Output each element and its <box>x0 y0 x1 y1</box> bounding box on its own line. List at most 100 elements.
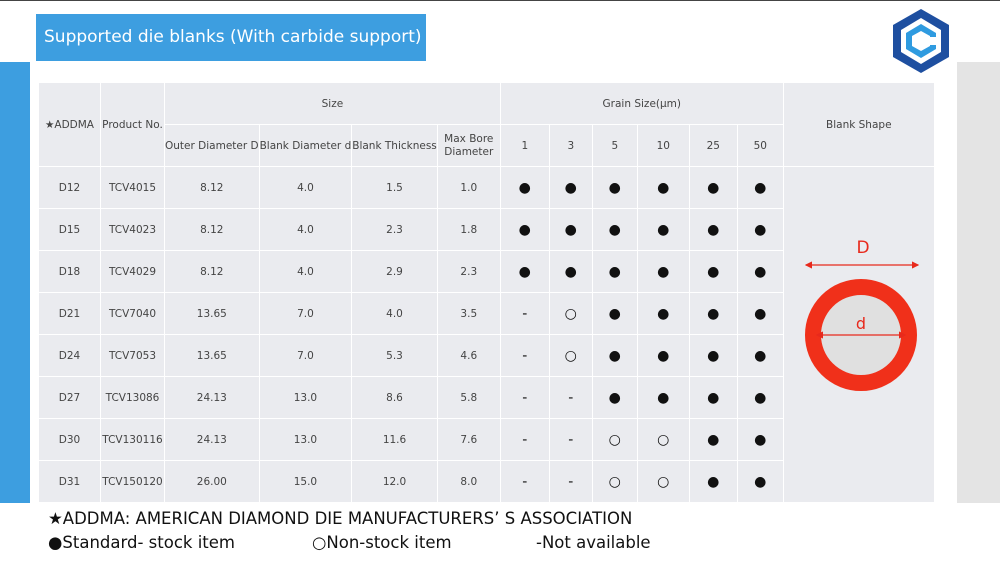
data-cell: 2.3 <box>436 250 501 293</box>
grain-symbol: ● <box>499 166 550 209</box>
table-row: D24 TCV7053 13.65 7.0 5.3 4.6- ○ ● ● ● ● <box>38 334 935 377</box>
legend-item: ●Standard- stock item <box>48 533 235 552</box>
grain-symbol: ● <box>591 166 638 209</box>
data-cell: 13.65 <box>164 334 260 377</box>
table-row: D31 TCV150120 26.00 15.0 12.0 8.0- - ○ ○ ● ● <box>38 460 935 503</box>
logo <box>893 9 949 73</box>
grain-symbol: ● <box>499 208 550 251</box>
grain-symbol: ● <box>548 250 593 293</box>
data-cell: 8.12 <box>164 250 260 293</box>
data-cell: 4.6 <box>436 334 501 377</box>
header-cell: Size <box>164 82 501 125</box>
grain-symbol: - <box>548 376 593 419</box>
grain-symbol: ● <box>636 208 690 251</box>
header-cell: Blank Shape <box>782 82 935 167</box>
data-cell: 8.12 <box>164 166 260 209</box>
data-cell: 13.65 <box>164 292 260 335</box>
left-bar <box>0 62 30 503</box>
grain-symbol: ○ <box>591 418 638 461</box>
data-cell: TCV13086 <box>100 376 165 419</box>
grain-symbol: ● <box>736 334 784 377</box>
legend-item: -Not available <box>536 533 651 552</box>
data-cell: 15.0 <box>258 460 353 503</box>
grain-symbol: - <box>548 460 593 503</box>
grain-symbol: ● <box>688 292 738 335</box>
data-cell: 24.13 <box>164 418 260 461</box>
grain-symbol: ● <box>591 208 638 251</box>
data-cell: 12.0 <box>351 460 438 503</box>
data-cell: TCV150120 <box>100 460 165 503</box>
grain-symbol: ● <box>736 208 784 251</box>
data-cell: 24.13 <box>164 376 260 419</box>
sub-header-cell: Blank Diameter d <box>258 124 353 167</box>
data-cell: 5.8 <box>436 376 501 419</box>
data-cell: 4.0 <box>258 166 353 209</box>
grain-symbol: ● <box>548 166 593 209</box>
grain-symbol: ● <box>636 334 690 377</box>
legend-item: ○Non-stock item <box>312 533 452 552</box>
data-cell: 4.0 <box>351 292 438 335</box>
data-cell: 7.0 <box>258 334 353 377</box>
grain-symbol: - <box>499 418 550 461</box>
sub-header-cell: 10 <box>636 124 690 167</box>
data-cell: D18 <box>38 250 101 293</box>
data-cell: D24 <box>38 334 101 377</box>
sub-header-cell: 5 <box>591 124 638 167</box>
table-row: D18 TCV4029 8.12 4.0 2.9 2.3 ● ● ● ● ● ● <box>38 250 935 293</box>
data-cell: TCV130116 <box>100 418 165 461</box>
header-cell: Grain Size(μm) <box>499 82 784 125</box>
grain-symbol: ● <box>636 376 690 419</box>
data-cell: D31 <box>38 460 101 503</box>
grain-symbol: ● <box>636 292 690 335</box>
grain-symbol: ● <box>636 166 690 209</box>
data-cell: TCV4023 <box>100 208 165 251</box>
grain-symbol: ● <box>688 250 738 293</box>
grain-symbol: ● <box>591 250 638 293</box>
data-cell: TCV7040 <box>100 292 165 335</box>
sub-header-cell: 50 <box>736 124 784 167</box>
dimension-label: D <box>856 238 869 258</box>
sub-header-cell: 3 <box>548 124 593 167</box>
data-cell: TCV4015 <box>100 166 165 209</box>
grain-symbol: ○ <box>591 460 638 503</box>
grain-symbol: ● <box>688 418 738 461</box>
grain-symbol: ● <box>499 250 550 293</box>
footnote: ★ADDMA: AMERICAN DIAMOND DIE MANUFACTURE… <box>48 509 633 528</box>
data-cell: 8.12 <box>164 208 260 251</box>
sub-header-cell: 25 <box>688 124 738 167</box>
grain-symbol: ● <box>688 334 738 377</box>
grain-symbol: - <box>499 334 550 377</box>
data-cell: 8.6 <box>351 376 438 419</box>
grain-symbol: ● <box>591 376 638 419</box>
data-cell: D21 <box>38 292 101 335</box>
sub-header-cell: 1 <box>499 124 550 167</box>
table-row: Outer Diameter D Blank Diameter d Blank Th… <box>39 124 935 167</box>
data-cell: 2.9 <box>351 250 438 293</box>
grain-symbol: ● <box>548 208 593 251</box>
grain-symbol: ● <box>736 166 784 209</box>
data-cell: D15 <box>38 208 101 251</box>
grain-symbol: - <box>499 460 550 503</box>
grain-symbol: ● <box>688 460 738 503</box>
data-cell: 13.0 <box>258 418 353 461</box>
grain-symbol: ● <box>591 292 638 335</box>
table-row: D15 TCV4023 8.12 4.0 2.3 1.8 ● ● ● ● ● ● <box>38 208 935 251</box>
die-blank-table: ★ADDMA Product No. Size Grain Size(μm) Blank… <box>38 82 935 503</box>
grain-symbol: ● <box>688 166 738 209</box>
sub-header-cell: Outer Diameter D <box>164 124 260 167</box>
data-cell: D27 <box>38 376 101 419</box>
data-cell: 1.5 <box>351 166 438 209</box>
grain-symbol: ● <box>736 292 784 335</box>
data-cell: 11.6 <box>351 418 438 461</box>
data-cell: 1.8 <box>436 208 501 251</box>
grain-symbol: ● <box>736 376 784 419</box>
table-row: D27 TCV13086 24.13 13.0 8.6 5.8- - ● ● ● ● <box>38 376 935 419</box>
top-rule <box>0 0 1000 1</box>
data-cell: 2.3 <box>351 208 438 251</box>
data-cell: 8.0 <box>436 460 501 503</box>
grain-symbol: ○ <box>636 460 690 503</box>
data-cell: 13.0 <box>258 376 353 419</box>
slide-title: Supported die blanks (With carbide suppo… <box>36 14 426 61</box>
data-cell: 7.0 <box>258 292 353 335</box>
